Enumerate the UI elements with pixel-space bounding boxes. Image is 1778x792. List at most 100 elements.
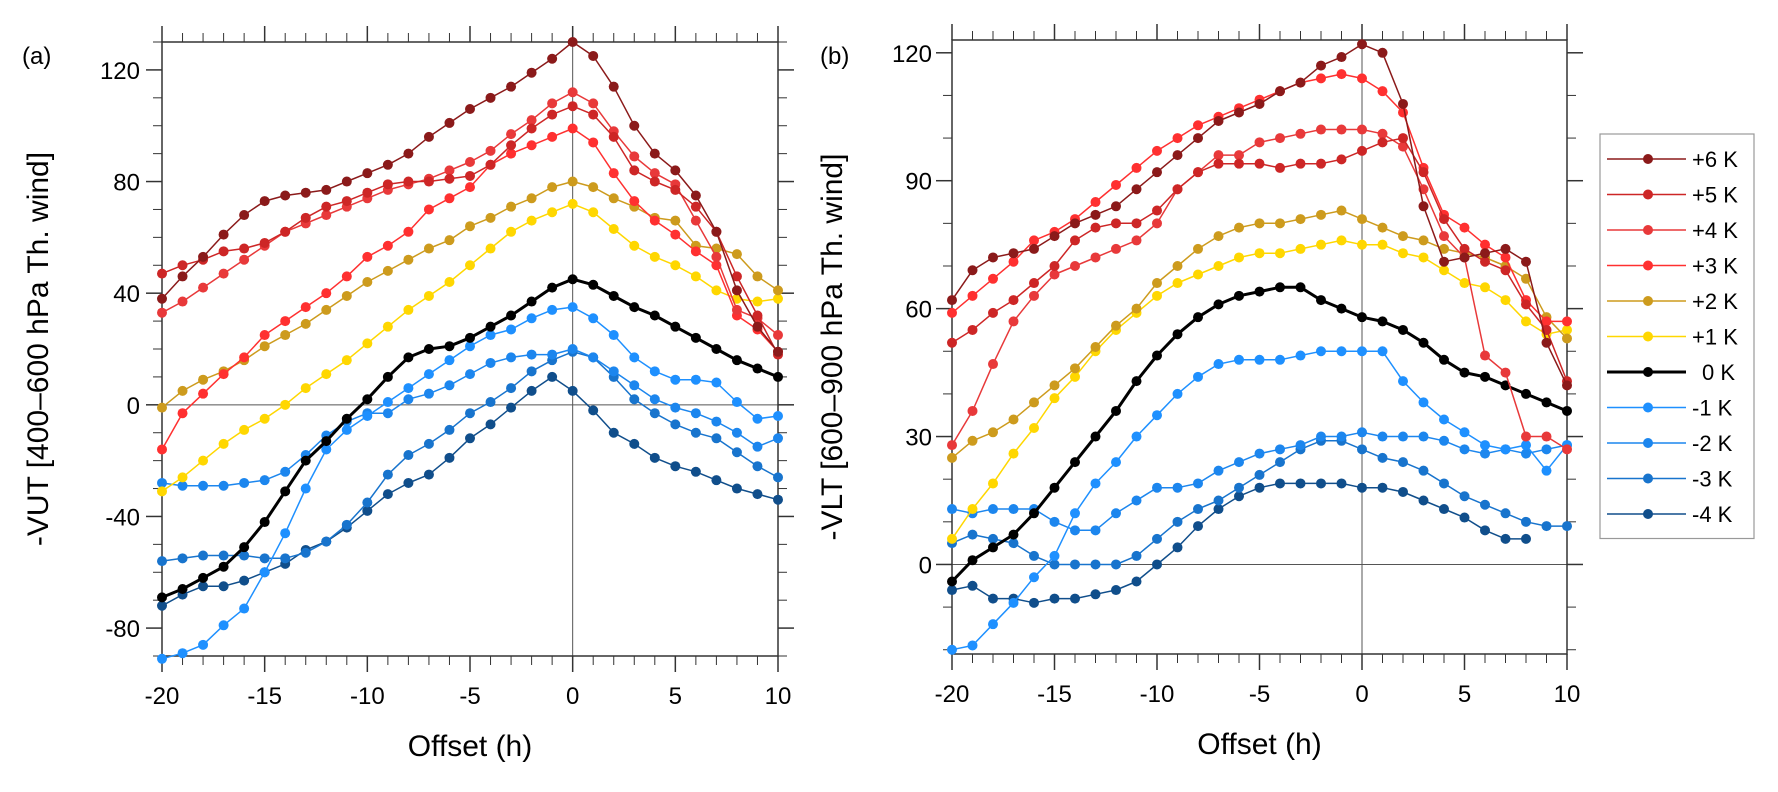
data-point <box>967 324 978 335</box>
data-point <box>1131 576 1142 587</box>
data-point <box>1377 47 1388 58</box>
data-point <box>1049 260 1060 271</box>
data-point <box>198 550 209 561</box>
data-point <box>1090 197 1101 208</box>
series-line <box>161 91 779 336</box>
data-point <box>1316 209 1326 220</box>
data-point <box>157 600 167 611</box>
data-point <box>1316 346 1326 357</box>
data-point <box>341 424 352 435</box>
data-point <box>465 369 475 380</box>
data-point <box>608 193 619 204</box>
data-point <box>485 145 496 156</box>
data-point <box>1152 145 1162 156</box>
data-point <box>321 536 332 547</box>
data-point <box>1234 252 1244 263</box>
data-point <box>588 50 599 61</box>
data-point <box>382 371 393 382</box>
data-point <box>1418 495 1429 506</box>
data-point <box>1562 521 1572 532</box>
data-point <box>423 388 434 399</box>
data-point <box>547 131 558 142</box>
data-point <box>547 304 558 315</box>
data-point <box>465 408 475 419</box>
data-point <box>1172 542 1183 553</box>
data-point <box>1500 380 1511 391</box>
data-point <box>1398 457 1408 468</box>
legend-marker <box>1643 260 1653 271</box>
data-point <box>773 371 783 382</box>
data-point <box>629 165 640 176</box>
data-point <box>321 436 332 447</box>
data-point <box>1418 397 1429 408</box>
data-point <box>670 461 681 472</box>
x-tick-label: 0 <box>1355 681 1368 708</box>
data-point <box>198 282 209 293</box>
data-point <box>1111 405 1121 416</box>
data-point <box>1254 286 1265 297</box>
data-point <box>1090 431 1101 442</box>
data-point <box>1029 290 1039 301</box>
data-point <box>157 556 167 567</box>
legend-label: +1 K <box>1692 325 1738 350</box>
data-point <box>1295 214 1306 225</box>
data-point <box>1295 128 1306 139</box>
legend-marker <box>1643 154 1653 164</box>
data-point <box>280 486 291 497</box>
data-point <box>629 196 640 207</box>
data-point <box>988 307 998 318</box>
data-point <box>547 109 558 120</box>
data-point <box>988 542 998 553</box>
data-point <box>1008 248 1019 259</box>
legend-marker <box>1643 473 1653 484</box>
data-point <box>1316 124 1326 135</box>
data-point <box>1254 469 1265 480</box>
legend-label: -4 K <box>1692 502 1733 527</box>
data-point <box>649 251 660 262</box>
data-point <box>947 576 957 587</box>
data-point <box>341 271 352 282</box>
x-tick-label: 5 <box>1458 681 1471 708</box>
data-point <box>280 466 291 477</box>
data-point <box>1295 478 1306 489</box>
y-tick-label: 120 <box>892 41 932 68</box>
data-point <box>157 402 167 413</box>
y-tick-label: 0 <box>919 552 932 579</box>
data-point <box>1152 167 1162 178</box>
data-point <box>341 519 352 530</box>
data-point <box>218 229 229 240</box>
data-point <box>444 341 455 352</box>
data-point <box>1480 239 1490 250</box>
data-point <box>1275 248 1285 259</box>
legend-marker <box>1643 438 1653 448</box>
data-point <box>218 550 229 561</box>
data-point <box>1521 440 1531 451</box>
data-point <box>259 475 270 486</box>
data-point <box>280 330 291 341</box>
data-point <box>1131 303 1142 314</box>
data-point <box>608 290 619 301</box>
data-point <box>670 184 681 195</box>
data-point <box>177 480 188 491</box>
y-tick-label: 0 <box>127 393 140 420</box>
data-point <box>506 352 517 363</box>
data-point <box>773 293 783 304</box>
series-1k <box>157 302 783 664</box>
data-point <box>157 444 167 455</box>
data-point <box>547 182 558 193</box>
series-1k <box>947 346 1572 655</box>
data-point <box>362 277 373 288</box>
data-point <box>1193 504 1203 515</box>
data-point <box>1254 354 1265 365</box>
data-point <box>1049 593 1060 604</box>
data-point <box>362 168 373 179</box>
data-point <box>711 377 722 388</box>
data-point <box>1500 243 1511 254</box>
data-point <box>198 639 209 650</box>
data-point <box>752 363 763 374</box>
data-point <box>526 366 537 377</box>
data-point <box>526 385 537 396</box>
data-point <box>280 226 291 237</box>
data-point <box>1377 316 1388 327</box>
x-axis-title: Offset (h) <box>1197 728 1321 761</box>
